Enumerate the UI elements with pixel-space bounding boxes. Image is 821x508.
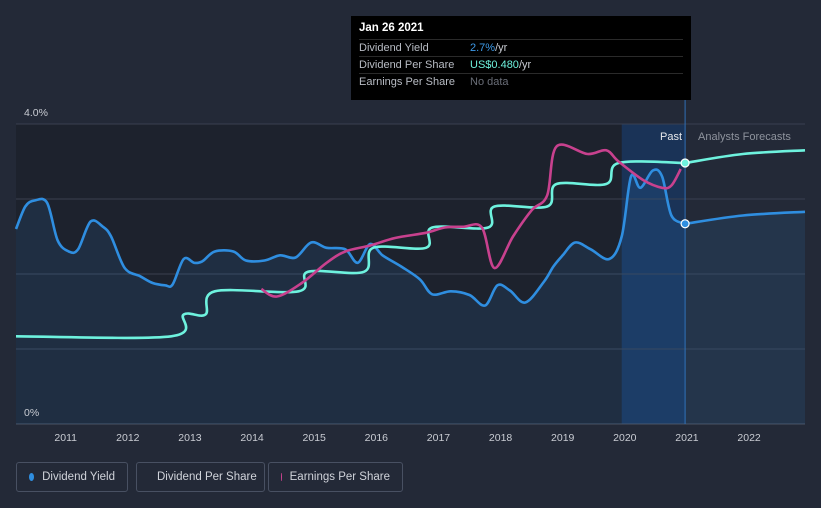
axis-labels: 4.0% 0% 2011 2012 2013 2014 2015 2016 2017 2018 20… bbox=[24, 107, 761, 444]
dividend-yield-area bbox=[16, 169, 805, 424]
x-tick-label: 2015 bbox=[303, 432, 327, 444]
tooltip-label: Earnings Per Share bbox=[359, 76, 455, 88]
tooltip-row-dividend-yield: Dividend Yield 2.7% /yr bbox=[359, 39, 683, 56]
tooltip-label: Dividend Per Share bbox=[359, 59, 455, 71]
x-tick-label: 2020 bbox=[613, 432, 637, 444]
dividend-per-share-line bbox=[15, 160, 686, 340]
dividend-yield-forecast-line bbox=[684, 210, 806, 226]
legend-earnings-per-share[interactable]: Earnings Per Share bbox=[268, 462, 403, 492]
x-tick-label: 2021 bbox=[675, 432, 699, 444]
x-tick-label: 2018 bbox=[489, 432, 513, 444]
tooltip-value: 2.7% bbox=[470, 42, 496, 54]
dividend-per-share-marker bbox=[680, 158, 690, 168]
dividend-per-share-forecast-line bbox=[684, 149, 806, 165]
tooltip-date: Jan 26 2021 bbox=[359, 22, 424, 34]
x-tick-label: 2012 bbox=[116, 432, 140, 444]
area-fills bbox=[16, 169, 805, 424]
x-tick-label: 2013 bbox=[178, 432, 202, 444]
legend-dividend-per-share[interactable]: Dividend Per Share bbox=[136, 462, 265, 492]
legend-dividend-yield[interactable]: Dividend Yield bbox=[16, 462, 128, 492]
legend-dot-icon bbox=[281, 473, 282, 481]
legend-label: Dividend Yield bbox=[42, 471, 115, 483]
dividend-yield-marker bbox=[680, 219, 690, 229]
past-label: Past bbox=[660, 131, 682, 143]
tooltip-label: Dividend Yield bbox=[359, 42, 429, 54]
dividend-yield-line bbox=[14, 168, 686, 307]
legend-label: Earnings Per Share bbox=[289, 471, 390, 483]
x-tick-label: 2017 bbox=[427, 432, 451, 444]
tooltip: Jan 26 2021 Dividend Yield 2.7% /yr Divi… bbox=[351, 16, 691, 100]
y-tick-label: 0% bbox=[24, 407, 39, 419]
x-tick-label: 2016 bbox=[365, 432, 389, 444]
legend-dot-icon bbox=[29, 473, 35, 481]
tooltip-value: No data bbox=[470, 76, 509, 88]
x-tick-label: 2011 bbox=[54, 432, 77, 444]
gridlines bbox=[16, 100, 805, 425]
current-markers bbox=[680, 158, 690, 229]
x-tick-label: 2022 bbox=[737, 432, 761, 444]
tooltip-unit: /yr bbox=[518, 59, 532, 71]
tooltip-row-earnings-per-share: Earnings Per Share No data bbox=[359, 73, 683, 90]
x-tick-label: 2019 bbox=[551, 432, 575, 444]
y-tick-label: 4.0% bbox=[24, 107, 48, 119]
tooltip-row-dividend-per-share: Dividend Per Share US$0.480 /yr bbox=[359, 56, 683, 73]
series-lines bbox=[14, 143, 806, 340]
tooltip-unit: /yr bbox=[495, 42, 508, 54]
x-tick-label: 2014 bbox=[240, 432, 264, 444]
forecast-label: Analysts Forecasts bbox=[698, 131, 791, 143]
legend-label: Dividend Per Share bbox=[157, 471, 257, 483]
tooltip-value: US$0.480 bbox=[470, 59, 519, 71]
earnings-per-share-line bbox=[260, 143, 682, 298]
